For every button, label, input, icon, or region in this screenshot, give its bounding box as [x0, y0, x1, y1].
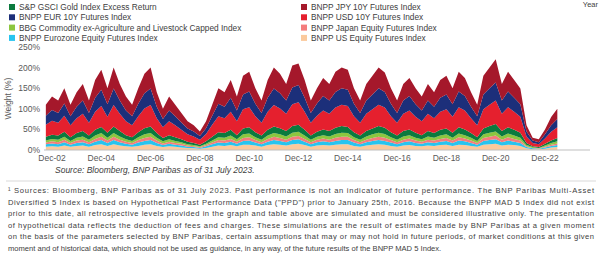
y-tick-label: 250%	[18, 42, 40, 52]
y-tick-label: 150%	[18, 83, 40, 93]
footnote-line: on the basis of the parameters selected …	[8, 232, 594, 241]
legend-label: BNPP US Equity Futures Index	[311, 33, 427, 43]
legend-swatch	[9, 25, 15, 31]
legend-label: BNPP Japan Equity Futures Index	[311, 23, 438, 33]
x-tick-label: Dec-08	[186, 153, 214, 163]
plot-area	[46, 59, 557, 150]
legend-swatch	[301, 4, 307, 10]
footnote-line: prior to this date, all retrospective le…	[8, 209, 594, 218]
x-axis-line	[44, 150, 590, 151]
x-tick-label: Dec-02	[38, 153, 66, 163]
legend: S&P GSCI Gold Index Excess Return BNPP JP…	[9, 2, 438, 43]
y-tick-label: 50%	[23, 124, 40, 134]
legend-label: S&P GSCI Gold Index Excess Return	[19, 2, 157, 12]
y-tick-label: 200%	[18, 63, 40, 73]
chart-root: YearS&P GSCI Gold Index Excess ReturnBNP…	[0, 0, 602, 264]
x-tick-label: Dec-06	[137, 153, 165, 163]
annotation: Year	[583, 0, 599, 9]
footnote-line: ¹ Sources: Bloomberg, BNP Paribas as of …	[8, 186, 595, 195]
x-tick-label: Dec-18	[433, 153, 461, 163]
legend-swatch	[301, 35, 307, 41]
footnote-line: moment and of historical data, which sho…	[8, 244, 441, 253]
legend-label: BNPP EUR 10Y Futures Index	[19, 12, 132, 22]
area-series	[46, 59, 557, 142]
legend-swatch	[301, 25, 307, 31]
footnote-line: Diversified 5 Index is based on Hypothet…	[8, 198, 595, 207]
legend-swatch	[9, 4, 15, 10]
x-tick-label: Dec-20	[482, 153, 510, 163]
x-tick-label: Dec-12	[285, 153, 313, 163]
legend-swatch	[9, 14, 15, 20]
footnote-line: of hypothetical data reflects the deduct…	[8, 221, 595, 230]
legend-label: BNPP USD 10Y Futures Index	[311, 12, 424, 22]
x-tick-label: Dec-10	[235, 153, 263, 163]
legend-swatch	[9, 35, 15, 41]
y-tick-label: 100%	[18, 104, 40, 114]
x-tick-label: Dec-04	[88, 153, 116, 163]
y-axis-label: Weight (%)	[3, 77, 13, 119]
legend-label: BBG Commodity ex-Agriculture and Livesto…	[19, 23, 242, 33]
source-note: Source: Bloomberg, BNP Paribas as of 31 …	[55, 165, 255, 175]
legend-label: BNPP JPY 10Y Futures Index	[311, 2, 422, 12]
legend-swatch	[301, 14, 307, 20]
x-tick-label: Dec-14	[334, 153, 362, 163]
x-tick-label: Dec-22	[531, 153, 559, 163]
x-tick-label: Dec-16	[383, 153, 411, 163]
separator	[6, 181, 596, 182]
